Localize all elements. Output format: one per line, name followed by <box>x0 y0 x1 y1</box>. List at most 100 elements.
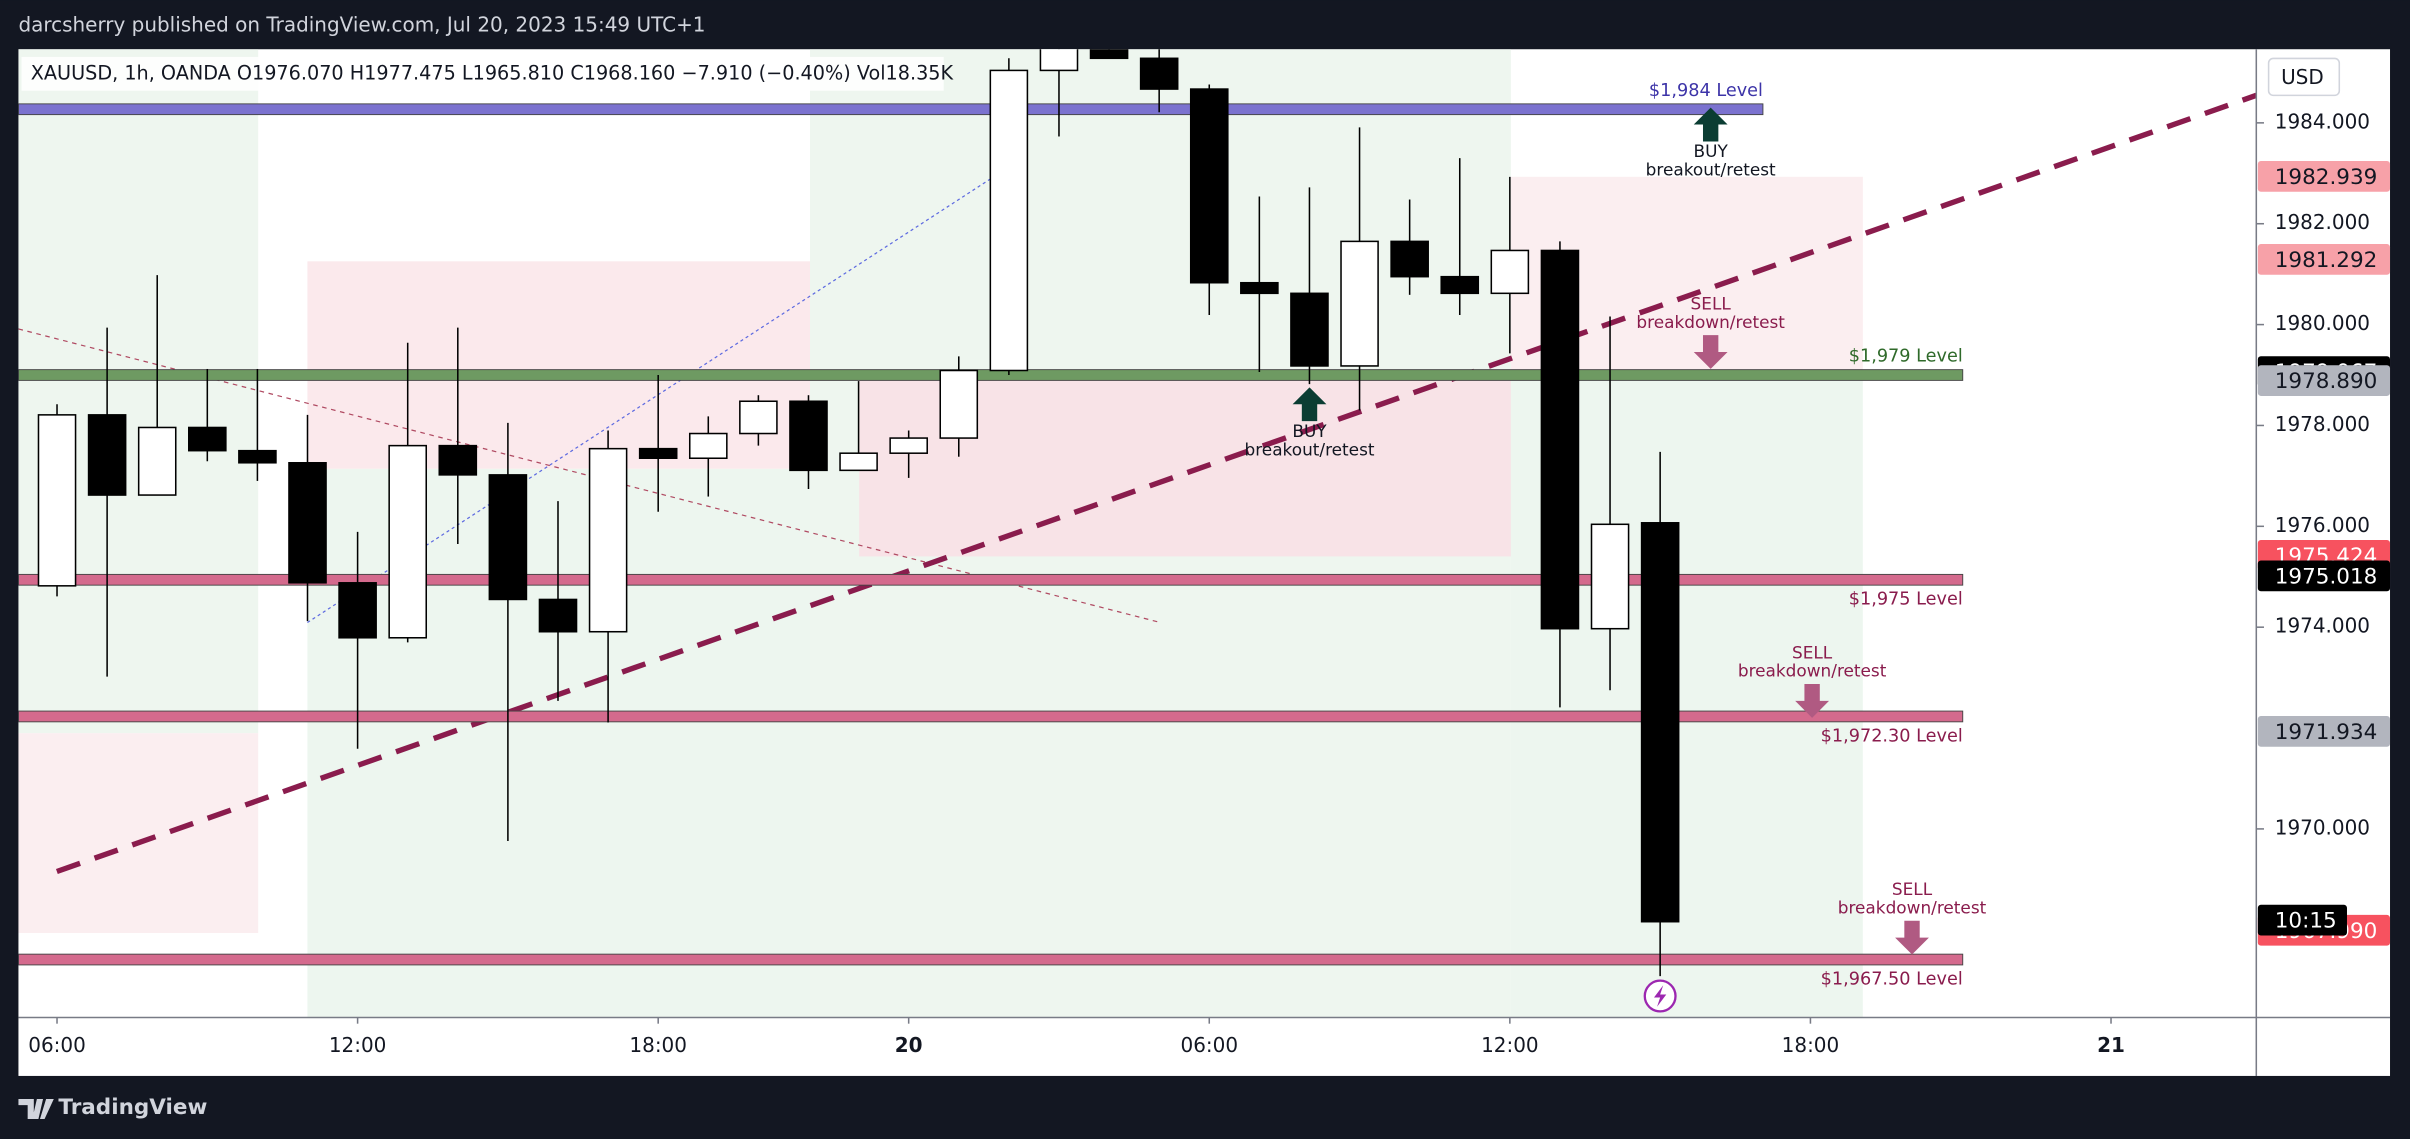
annotation-title: BUY <box>1694 141 1729 161</box>
y-tick-label: 1970.000 <box>2275 815 2370 839</box>
candle-body <box>1590 523 1630 630</box>
x-tick-label: 18:00 <box>1782 1033 1840 1057</box>
candle-body <box>588 447 628 633</box>
brand-name: TradingView <box>58 1095 207 1120</box>
candle-body <box>1139 57 1179 90</box>
zone <box>18 49 259 734</box>
annotation-title: SELL <box>1792 642 1833 662</box>
candle-body <box>1039 49 1079 72</box>
candle-body <box>889 437 928 454</box>
candle-body <box>989 69 1029 372</box>
level-line <box>18 369 1964 381</box>
annotation-text: breakdown/retest <box>1636 312 1785 332</box>
x-tick-label: 12:00 <box>329 1033 387 1057</box>
countdown: 10:15 <box>2275 909 2337 934</box>
candle-body <box>688 432 728 460</box>
y-tick-label: 1982.000 <box>2275 210 2370 234</box>
annotation-title: SELL <box>1691 293 1732 313</box>
x-tick-label: 12:00 <box>1481 1033 1539 1057</box>
candle-body <box>188 426 227 452</box>
logo <box>18 1098 54 1119</box>
candle-body <box>1089 49 1129 60</box>
candle-body <box>1490 249 1530 295</box>
candle-body <box>538 598 578 633</box>
annotation-title: BUY <box>1292 421 1327 441</box>
y-tick-label: 1984.000 <box>2275 109 2370 133</box>
annotation-text: breakout/retest <box>1245 439 1375 459</box>
x-tick-label: 20 <box>895 1033 923 1057</box>
price-badge <box>2257 160 2391 192</box>
price-badge-label: 1981.292 <box>2275 248 2378 273</box>
candle-body <box>438 444 478 476</box>
level-line <box>18 953 1964 966</box>
price-badge-label: 1971.934 <box>2275 720 2378 745</box>
countdown-badge <box>2257 904 2347 936</box>
annotation-text: breakout/retest <box>1646 160 1776 180</box>
zones <box>18 49 2257 1018</box>
event-icon <box>1653 985 1667 1007</box>
x-tick-label: 18:00 <box>629 1033 687 1057</box>
zone <box>18 733 259 933</box>
candle-body <box>1390 240 1429 278</box>
trend-line <box>55 92 2257 875</box>
level-label: $1,979 Level <box>1849 347 1963 367</box>
level-label: $1,975 Level <box>1849 590 1963 610</box>
price-badge-label: 1982.939 <box>2275 165 2378 190</box>
level-label: $1,972.30 Level <box>1821 726 1963 746</box>
level-line <box>18 103 1764 116</box>
price-badge <box>2257 716 2391 747</box>
price-badge <box>2257 365 2391 396</box>
level-line <box>18 573 1964 586</box>
candle-body <box>789 400 828 472</box>
candle-body <box>288 462 327 584</box>
price-badge-label: 1978.890 <box>2275 369 2378 394</box>
price-badge <box>2257 244 2391 275</box>
candle-body <box>488 474 528 601</box>
brand: TradingView <box>18 1095 207 1120</box>
candle-body <box>1540 249 1580 630</box>
arrow-down <box>1795 684 1830 718</box>
price-badge-label: 1975.018 <box>2275 564 2378 589</box>
candle-body <box>1240 281 1279 295</box>
arrow-down <box>1693 335 1728 369</box>
candle-body <box>388 444 428 639</box>
publish-header: darcsherry published on TradingView.com,… <box>18 13 705 37</box>
candle-body <box>338 582 377 639</box>
annotation-text: breakdown/retest <box>1838 897 1987 917</box>
candle-body <box>939 369 979 439</box>
candle-body <box>137 426 177 496</box>
candle-body <box>638 447 678 460</box>
candle-body <box>87 414 127 496</box>
price-badge <box>2257 560 2391 592</box>
plot <box>18 49 1964 977</box>
y-tick-label: 1974.000 <box>2275 614 2370 638</box>
currency[interactable]: USD <box>2281 65 2324 89</box>
candle-body <box>238 449 277 464</box>
x-tick-label: 21 <box>2097 1033 2125 1057</box>
y-tick-label: 1976.000 <box>2275 513 2370 537</box>
candle-body <box>839 452 878 472</box>
x-tick-label: 06:00 <box>28 1033 86 1057</box>
arrow-up <box>1693 107 1728 142</box>
arrow-down <box>1895 920 1929 955</box>
candle-body <box>1440 275 1480 295</box>
level-line <box>18 710 1964 723</box>
x-tick-label: 06:00 <box>1180 1033 1238 1057</box>
zone <box>307 261 810 469</box>
candle-body <box>1290 292 1329 367</box>
legend-bg <box>21 56 944 91</box>
candle-body <box>37 414 77 587</box>
y-tick-label: 1980.000 <box>2275 311 2370 335</box>
candle-body <box>1640 522 1680 923</box>
candle-body <box>1189 88 1229 284</box>
annotation-text: breakdown/retest <box>1738 661 1887 681</box>
candle-body <box>739 400 778 435</box>
currency-button[interactable] <box>2267 57 2341 97</box>
y-tick-label: 1978.000 <box>2275 412 2370 436</box>
level-label: $1,967.50 Level <box>1821 970 1963 990</box>
symbol-info: XAUUSD, 1h, OANDA O1976.070 H1977.475 L1… <box>31 61 954 84</box>
candle-body <box>1340 240 1379 367</box>
annotation-title: SELL <box>1892 879 1933 899</box>
